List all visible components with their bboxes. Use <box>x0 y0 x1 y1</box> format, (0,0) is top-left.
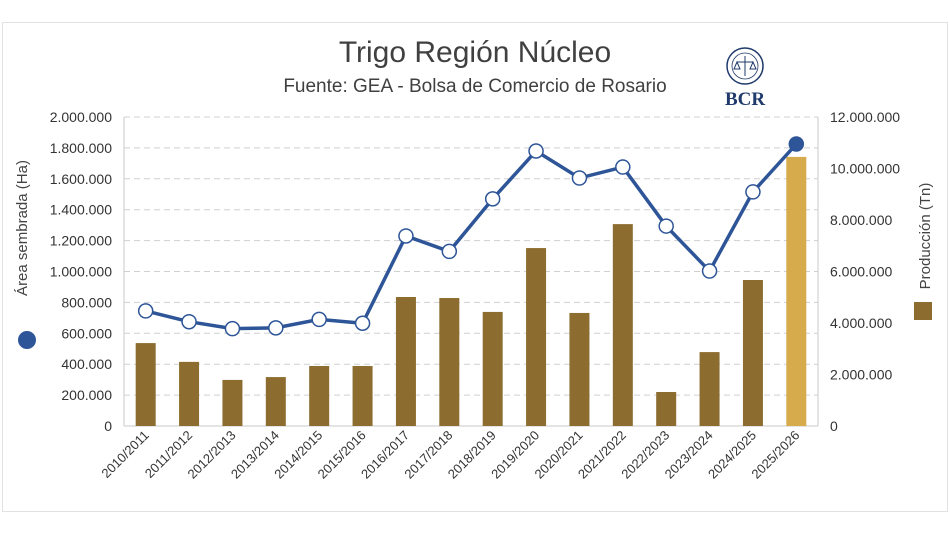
line-marker <box>441 243 458 260</box>
bar-produccion <box>699 352 720 426</box>
line-marker <box>701 263 718 279</box>
chart-subtitle: Fuente: GEA - Bolsa de Comercio de Rosar… <box>283 76 667 97</box>
line-marker <box>268 320 284 336</box>
bar-produccion <box>526 248 547 426</box>
logo-text: BCR <box>724 89 766 110</box>
legend-area-marker <box>18 331 36 349</box>
left-tick-label: 1.000.000 <box>50 264 112 280</box>
line-marker <box>181 313 197 330</box>
left-tick-label: 2.000.000 <box>50 109 112 125</box>
bar-produccion <box>786 156 807 426</box>
bar-produccion <box>309 366 330 426</box>
bar-produccion <box>612 224 633 426</box>
left-tick-label: 400.000 <box>61 356 112 372</box>
right-tick-label: 12.000.000 <box>830 109 900 125</box>
line-marker <box>615 159 631 175</box>
bar-produccion <box>352 366 373 426</box>
right-tick-label: 2.000.000 <box>830 367 892 383</box>
left-tick-label: 1.800.000 <box>50 140 112 156</box>
chart-title: Trigo Región Núcleo <box>338 36 612 69</box>
left-tick-label: 1.400.000 <box>50 202 112 218</box>
line-marker <box>137 303 154 319</box>
left-tick-label: 600.000 <box>61 325 112 341</box>
bar-produccion <box>395 296 416 426</box>
left-tick-label: 200.000 <box>61 387 112 403</box>
bar-produccion <box>742 279 763 426</box>
right-tick-label: 10.000.000 <box>830 161 900 177</box>
right-tick-label: 4.000.000 <box>830 315 892 331</box>
line-marker <box>484 191 501 207</box>
bar-produccion <box>656 392 677 426</box>
legend-produccion-marker <box>914 302 932 320</box>
bar-produccion <box>135 343 156 426</box>
line-marker <box>788 136 805 152</box>
line-area-sembrada <box>145 142 798 331</box>
bar-produccion <box>569 312 590 426</box>
bcr-seal-icon <box>726 47 764 85</box>
right-axis-label: Producción (Tn) <box>917 183 934 290</box>
left-tick-label: 1.200.000 <box>50 233 112 249</box>
left-tick-label: 1.600.000 <box>50 171 112 187</box>
bar-produccion <box>179 361 200 426</box>
line-marker <box>398 228 414 244</box>
line-marker <box>311 311 327 328</box>
right-tick-label: 0 <box>830 418 838 434</box>
line-marker <box>354 315 371 332</box>
bar-produccion <box>482 311 503 426</box>
left-tick-label: 800.000 <box>61 294 112 310</box>
bar-produccion <box>439 298 460 426</box>
line-marker <box>224 320 241 337</box>
left-axis-label: Área sembrada (Ha) <box>14 160 31 296</box>
right-tick-label: 6.000.000 <box>830 264 892 280</box>
bar-produccion <box>222 379 243 426</box>
bar-produccion <box>265 377 286 426</box>
chart-frame <box>2 22 948 512</box>
line-marker <box>658 218 674 234</box>
left-tick-label: 0 <box>104 418 112 434</box>
bcr-logo: BCR <box>720 46 770 111</box>
line-marker <box>745 184 761 200</box>
line-marker <box>571 170 588 186</box>
right-tick-label: 8.000.000 <box>830 212 892 228</box>
line-marker <box>528 143 544 159</box>
